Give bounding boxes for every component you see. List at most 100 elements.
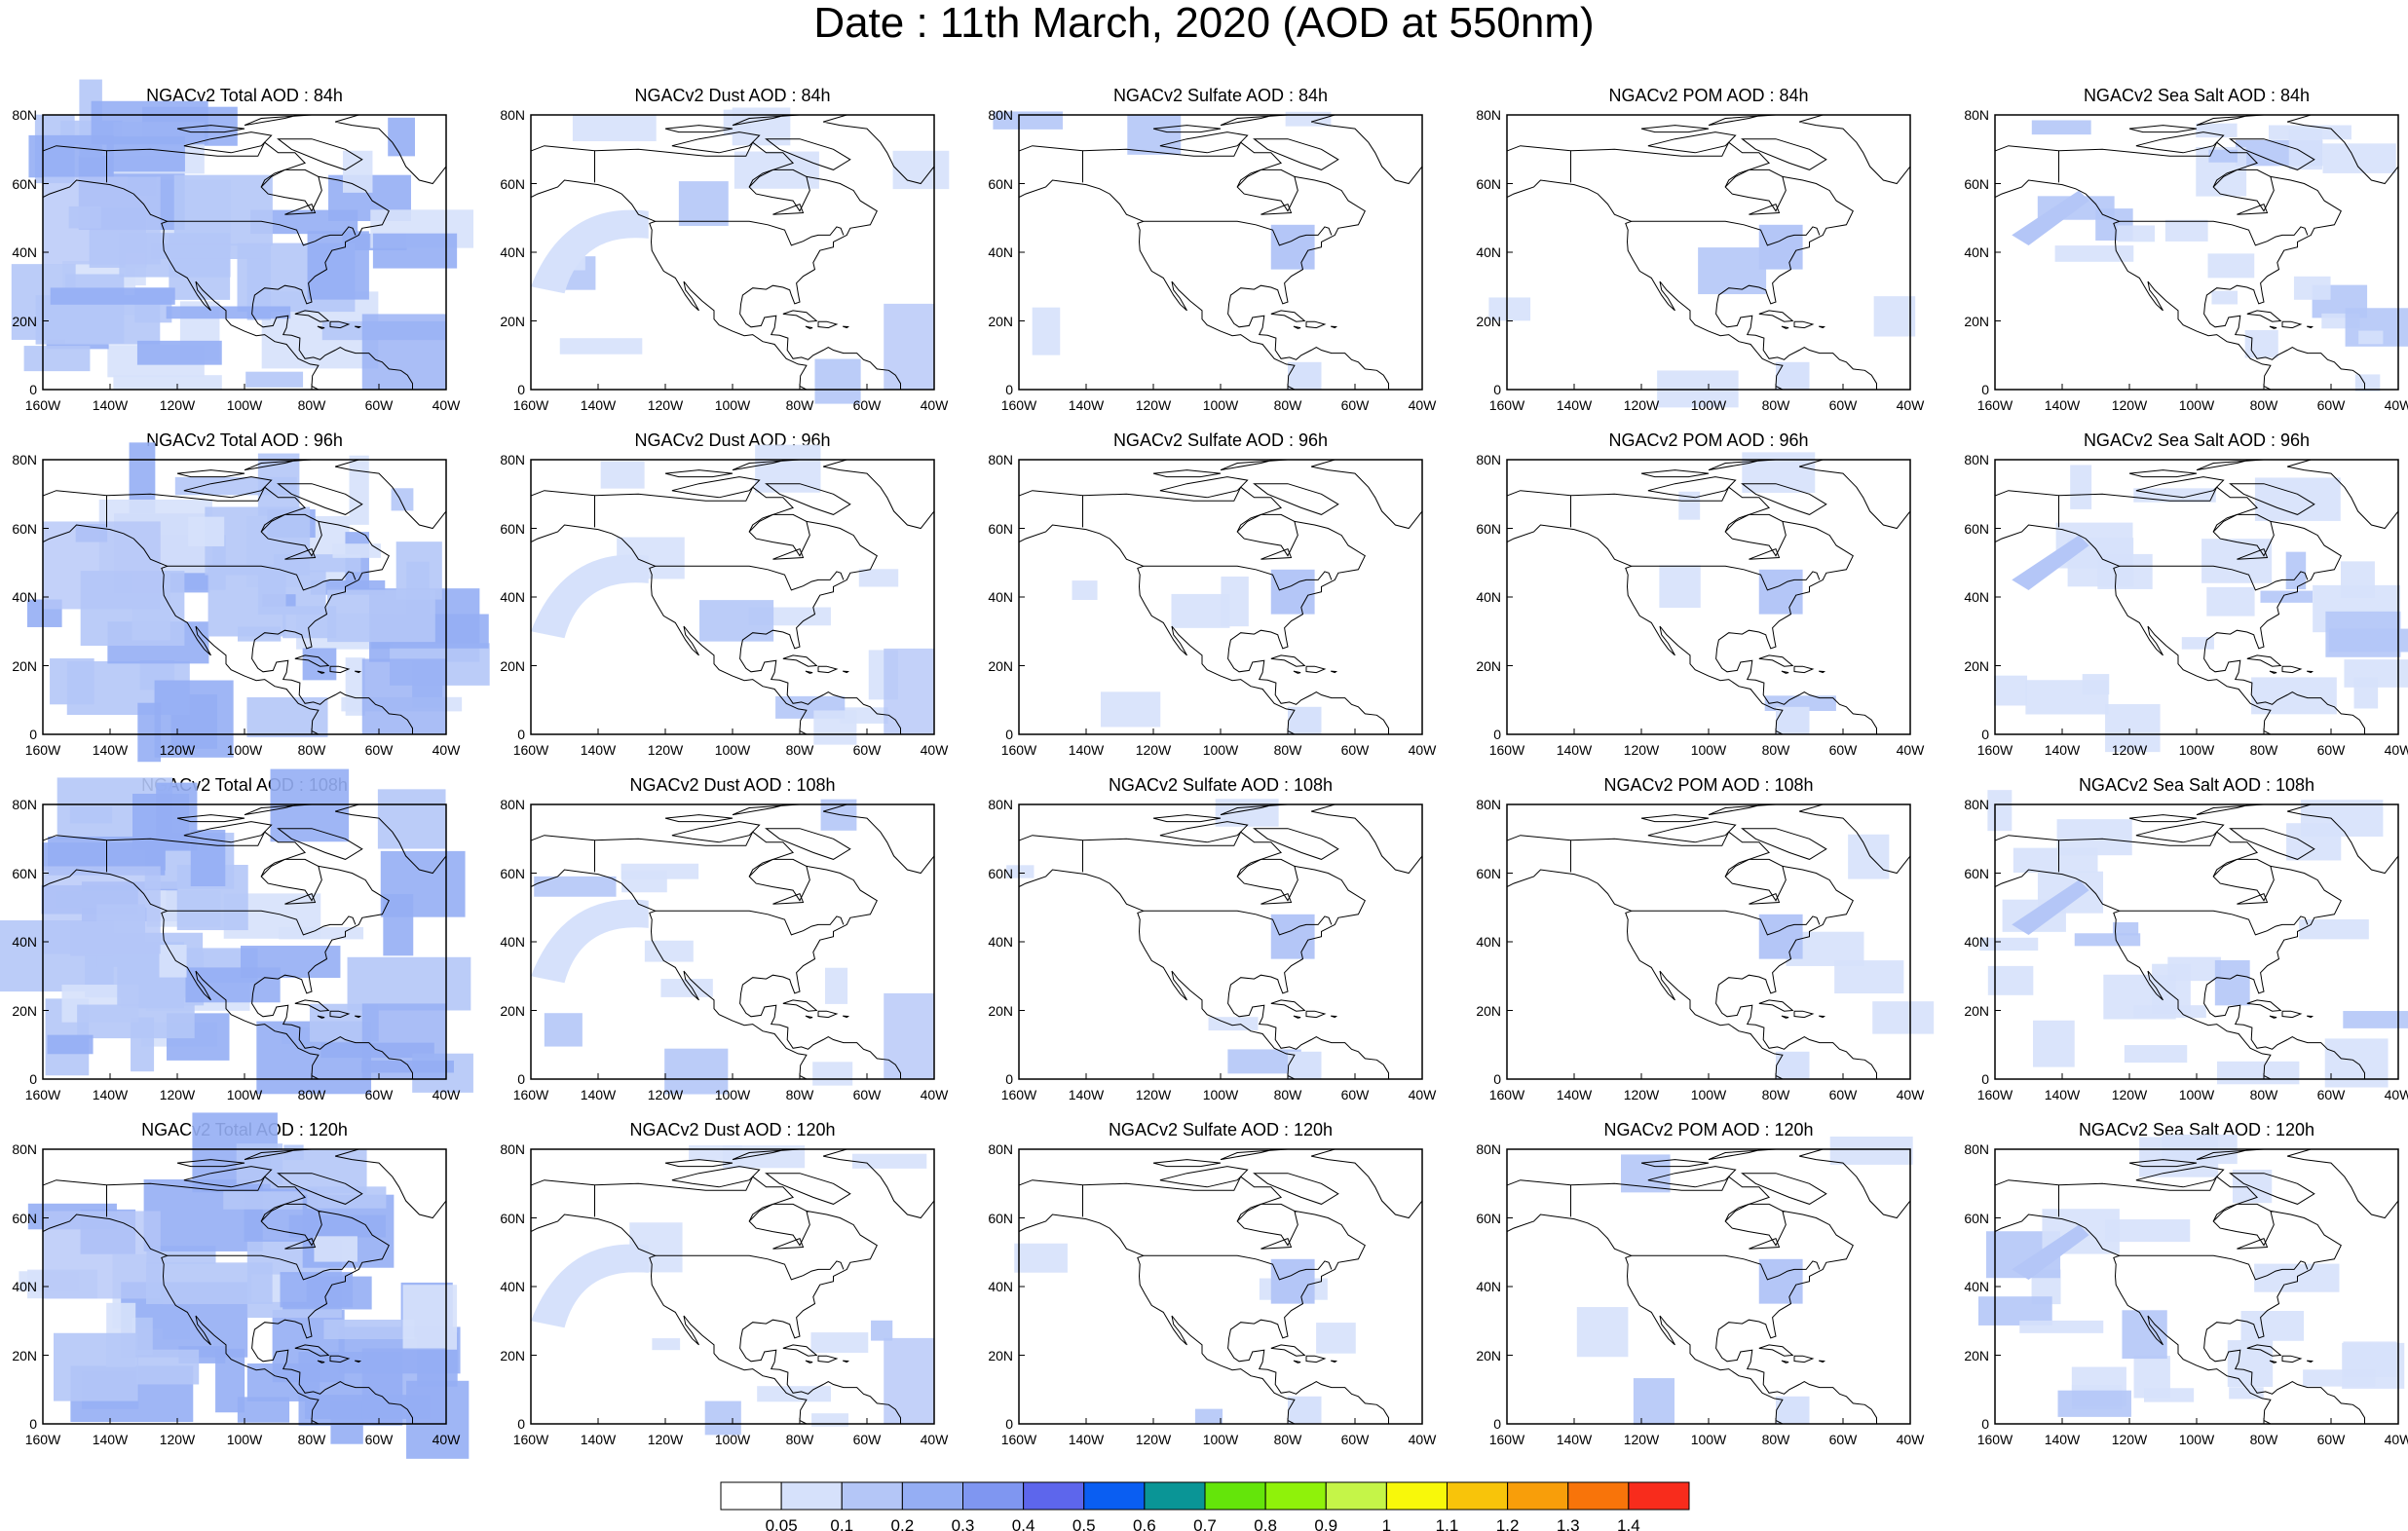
lon-tick-label: 160W xyxy=(1488,397,1525,413)
panel-title: NGACv2 POM AOD : 84h xyxy=(1608,86,1809,105)
lon-tick-label: 60W xyxy=(852,1432,882,1447)
lon-tick-label: 60W xyxy=(1828,742,1858,758)
lat-tick-label: 80N xyxy=(1964,452,1989,467)
coastlines xyxy=(1507,115,1910,390)
lat-tick-label: 80N xyxy=(500,797,525,812)
aod-cell xyxy=(2122,1310,2167,1360)
aod-cell xyxy=(884,992,934,1079)
aod-cell xyxy=(1848,834,1890,879)
aod-cell xyxy=(2019,1320,2104,1333)
lon-tick-label: 100W xyxy=(1202,742,1239,758)
coastlines xyxy=(1995,1149,2398,1424)
lat-tick-label: 60N xyxy=(12,865,37,881)
lon-tick-label: 160W xyxy=(1976,1087,2013,1102)
lon-tick-label: 80W xyxy=(2249,1432,2278,1447)
lon-tick-label: 120W xyxy=(1135,742,1172,758)
aod-cell xyxy=(64,274,125,344)
lat-tick-label: 80N xyxy=(1476,107,1501,123)
lon-tick-label: 140W xyxy=(1068,1087,1105,1102)
lon-tick-label: 100W xyxy=(714,397,751,413)
colorbar-label: 1.2 xyxy=(1496,1516,1520,1531)
lat-tick-label: 60N xyxy=(500,865,525,881)
aod-cell xyxy=(660,979,713,997)
colorbar-label: 0.7 xyxy=(1193,1516,1217,1531)
map-panel-total-row1: NGACv2 Total AOD : 96h 160W 140W 120W 100W 80… xyxy=(0,429,491,771)
aod-plume xyxy=(2012,535,2089,590)
lon-tick-label: 40W xyxy=(2384,397,2408,413)
lat-tick-label: 20N xyxy=(1476,1347,1501,1363)
aod-cell xyxy=(699,600,774,642)
lat-tick-label: 60N xyxy=(500,1210,525,1226)
map-panel-dust-row0: NGACv2 Dust AOD : 84h 160W 140W 120W 100W 80W… xyxy=(488,84,979,427)
aod-cell xyxy=(77,1004,195,1039)
aod-cell xyxy=(2201,539,2273,583)
colorbar-label: 0.6 xyxy=(1133,1516,1156,1531)
aod-cell xyxy=(43,521,161,610)
colorbar-swatch xyxy=(1325,1481,1387,1511)
lon-tick-label: 60W xyxy=(2316,397,2346,413)
aod-cell xyxy=(349,455,369,525)
lon-tick-label: 140W xyxy=(92,397,129,413)
lat-tick-label: 40N xyxy=(1476,934,1501,950)
colorbar-swatch xyxy=(1264,1481,1327,1511)
map-plot-area xyxy=(530,1145,935,1436)
lon-tick-label: 80W xyxy=(1761,742,1790,758)
aod-cell xyxy=(884,648,934,734)
lon-tick-label: 160W xyxy=(24,397,61,413)
coastlines xyxy=(1019,1149,1422,1424)
lon-tick-label: 40W xyxy=(920,742,949,758)
colorbar-swatch xyxy=(1204,1481,1266,1511)
lat-tick-label: 0 xyxy=(517,1071,525,1087)
lat-tick-label: 20N xyxy=(1964,1347,1989,1363)
lat-tick-label: 0 xyxy=(517,1416,525,1432)
aod-cell xyxy=(1678,491,1701,520)
lon-tick-label: 80W xyxy=(1273,1432,1302,1447)
aod-cell xyxy=(137,702,162,763)
aod-cell xyxy=(2358,330,2384,345)
aod-cell xyxy=(678,181,729,226)
lat-tick-label: 60N xyxy=(12,520,37,537)
aod-cell xyxy=(1006,865,1035,878)
lon-tick-label: 100W xyxy=(714,742,751,758)
aod-cell xyxy=(858,569,899,587)
aod-cell xyxy=(361,1348,446,1424)
lat-tick-label: 0 xyxy=(1005,727,1013,742)
lon-tick-label: 120W xyxy=(159,1087,196,1102)
colorbar-swatch xyxy=(720,1481,782,1511)
lon-tick-label: 80W xyxy=(1273,1087,1302,1102)
lon-tick-label: 80W xyxy=(297,742,326,758)
map-plot-area xyxy=(1979,790,2408,1088)
map-plot-area xyxy=(26,442,490,763)
map-plot-area xyxy=(1488,114,1916,408)
aod-plume xyxy=(2012,190,2089,245)
lon-tick-label: 120W xyxy=(2111,1432,2148,1447)
aod-cell xyxy=(270,768,350,842)
map-panel-seasalt-row1: NGACv2 Sea Salt AOD : 96h 160W 140W 120W 100… xyxy=(1952,429,2408,771)
lat-tick-label: 60N xyxy=(1964,1210,1989,1226)
aod-cell xyxy=(2124,1045,2188,1064)
coastlines xyxy=(1019,804,1422,1079)
lat-tick-label: 20N xyxy=(12,657,37,674)
lon-tick-label: 140W xyxy=(580,742,617,758)
map-plot-area xyxy=(0,768,473,1095)
lon-tick-label: 60W xyxy=(364,1432,394,1447)
aod-cell xyxy=(2133,488,2216,503)
lon-tick-label: 160W xyxy=(1000,742,1037,758)
lat-tick-label: 0 xyxy=(1981,1071,1989,1087)
aod-plume xyxy=(531,1244,649,1328)
aod-cell xyxy=(2303,1369,2376,1387)
aod-cell xyxy=(1776,706,1810,734)
colorbar-label: 0.8 xyxy=(1254,1516,1277,1531)
panel-title: NGACv2 Sulfate AOD : 84h xyxy=(1112,86,1329,105)
aod-cell xyxy=(812,1062,853,1086)
aod-cell xyxy=(652,1338,681,1351)
lat-tick-label: 80N xyxy=(988,1141,1013,1157)
lon-tick-label: 140W xyxy=(2044,742,2081,758)
aod-cell xyxy=(2117,225,2156,243)
lat-tick-label: 40N xyxy=(1476,1279,1501,1294)
aod-cell xyxy=(884,1337,934,1424)
panel-title: NGACv2 Dust AOD : 84h xyxy=(634,86,831,105)
aod-cell xyxy=(813,710,857,745)
lat-tick-label: 20N xyxy=(988,1002,1013,1019)
aod-cell xyxy=(2082,674,2110,695)
